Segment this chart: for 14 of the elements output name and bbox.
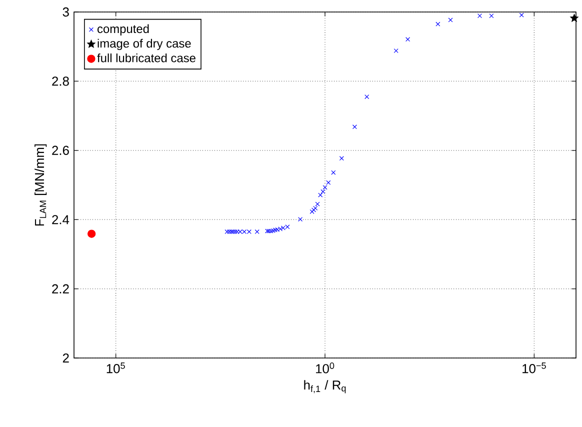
y-tick-label: 2.8: [52, 76, 69, 86]
y-tick-label: 2.2: [52, 284, 69, 294]
y-tick-label: 2.6: [52, 146, 69, 155]
legend-label: computed: [98, 24, 149, 36]
x-axis-title: h$_{f,1}$ / R$_{q}$: [304, 380, 346, 394]
y-tick-label: 3: [62, 7, 69, 17]
x-tick-label: 10$^{5}$: [106, 362, 125, 374]
y-tick-label: 2: [62, 353, 69, 363]
x-tick-label: 10$^{0}$: [316, 362, 334, 374]
x-tick-label: 10$^{−5}$: [522, 362, 546, 374]
legend-label: image of dry case: [98, 38, 191, 50]
legend-label: full lubricated case: [97, 53, 196, 62]
y-axis-title: F$_{LAM}$ [MN/mm]: [34, 144, 47, 226]
y-tick-label: 2.4: [52, 215, 70, 224]
